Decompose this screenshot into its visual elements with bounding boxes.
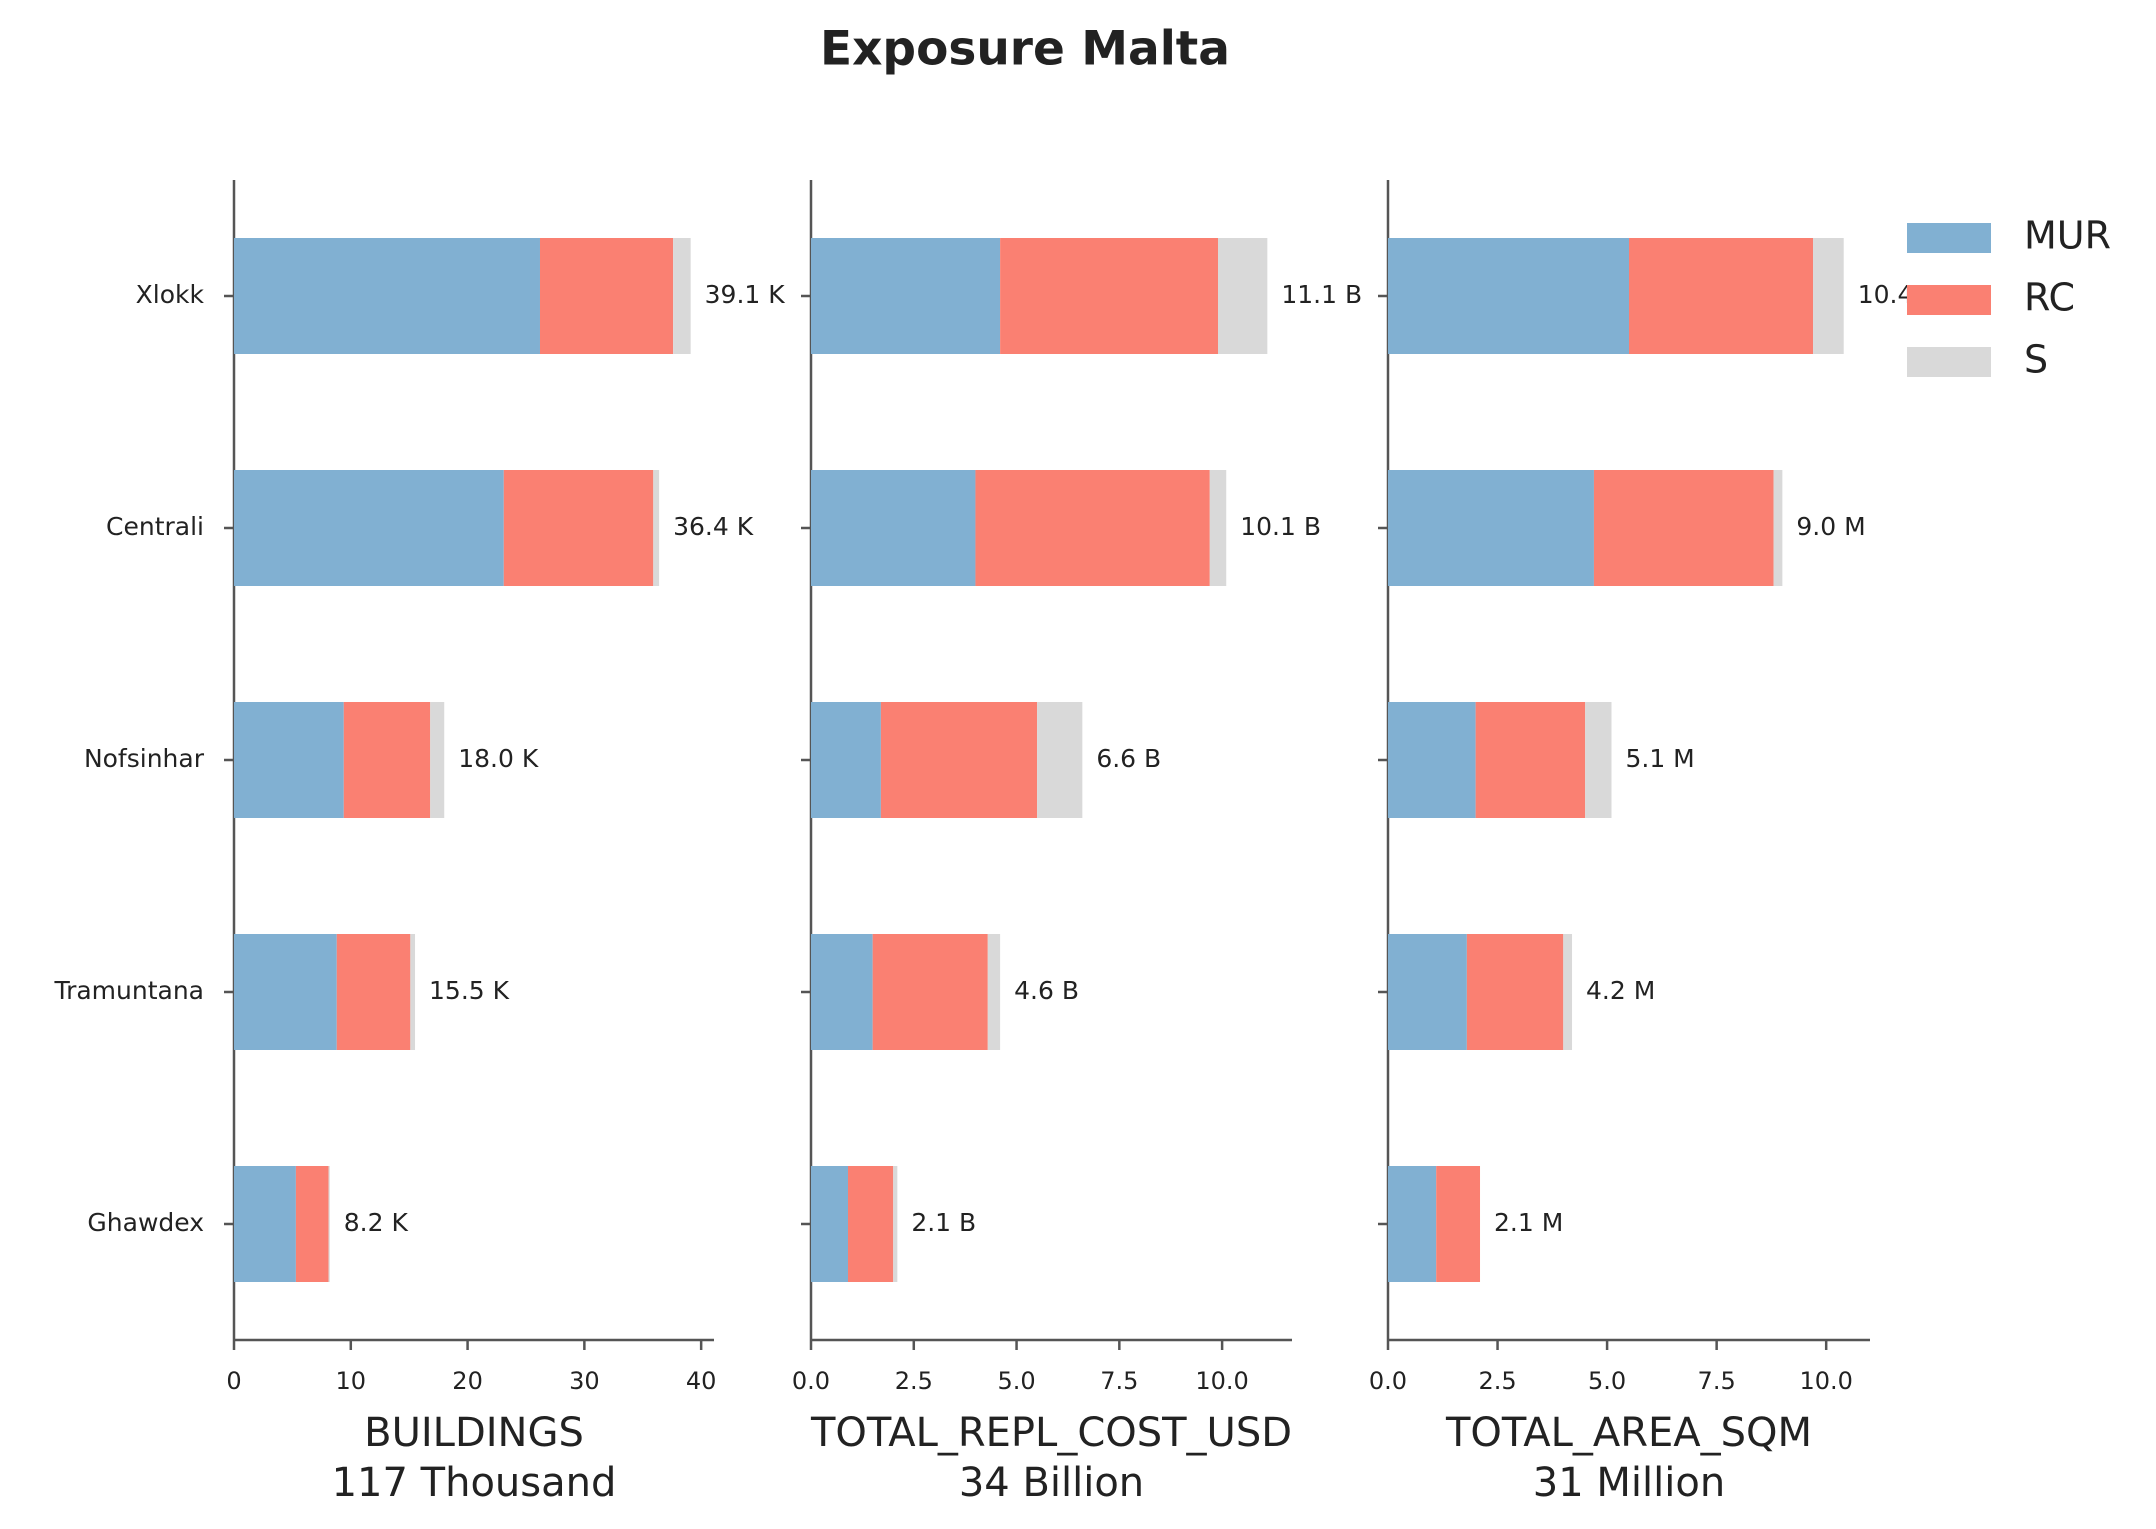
x-tick-label: 5.0 — [1588, 1367, 1626, 1395]
bar-segment — [1436, 1166, 1481, 1282]
bar-segment — [1388, 470, 1594, 586]
y-tick-label: Nofsinhar — [84, 744, 205, 773]
x-tick-label: 2.5 — [895, 1367, 933, 1395]
legend-swatch — [1907, 285, 1991, 315]
bar-segment — [1629, 238, 1814, 354]
y-tick-label: Centrali — [106, 512, 204, 541]
bar-segment — [1773, 470, 1783, 586]
x-tick-label: 7.5 — [1698, 1367, 1736, 1395]
bar-segment — [234, 1166, 296, 1282]
x-tick-label: 30 — [569, 1367, 600, 1395]
total-label: 4.6 B — [1014, 976, 1079, 1005]
bar-segment — [234, 238, 540, 354]
x-tick-label: 40 — [686, 1367, 717, 1395]
bar-segment — [1466, 934, 1564, 1050]
x-axis-label: 31 Million — [1533, 1460, 1725, 1506]
bar-segment — [811, 702, 881, 818]
bar-segment — [1475, 702, 1586, 818]
total-label: 4.2 M — [1586, 976, 1655, 1005]
bar-segment — [1388, 238, 1629, 354]
bar-segment — [295, 1166, 329, 1282]
x-axis-label: 34 Billion — [959, 1460, 1144, 1506]
total-label: 36.4 K — [673, 512, 754, 541]
bar-segment — [848, 1166, 894, 1282]
bar-segment — [343, 702, 431, 818]
bar-segment — [1218, 238, 1268, 354]
bar-segment — [811, 934, 873, 1050]
bar-segment — [234, 702, 344, 818]
x-tick-label: 10.0 — [1195, 1367, 1248, 1395]
bar-segment — [539, 238, 674, 354]
bar-segment — [811, 238, 1001, 354]
bar-segment — [1593, 470, 1774, 586]
bar-segment — [1563, 934, 1573, 1050]
legend-swatch — [1907, 223, 1991, 253]
bar-segment — [234, 470, 504, 586]
bar-segment — [1000, 238, 1218, 354]
legend-label: MUR — [2024, 214, 2111, 258]
bar-segment — [872, 934, 988, 1050]
total-label: 10.1 B — [1240, 512, 1321, 541]
x-tick-label: 20 — [452, 1367, 483, 1395]
x-axis-label: BUILDINGS — [364, 1410, 584, 1456]
legend-label: RC — [2024, 276, 2075, 320]
bar-segment — [1388, 702, 1476, 818]
x-tick-label: 10 — [336, 1367, 367, 1395]
bar-segment — [653, 470, 660, 586]
bar-segment — [673, 238, 691, 354]
bar-segment — [811, 470, 976, 586]
bar-segment — [1585, 702, 1612, 818]
bar-segment — [987, 934, 1001, 1050]
total-label: 2.1 B — [911, 1208, 976, 1237]
bar-segment — [328, 1166, 330, 1282]
bar-segment — [234, 934, 337, 1050]
legend-label: S — [2024, 338, 2048, 382]
bar-segment — [811, 1166, 848, 1282]
x-axis-label: 117 Thousand — [332, 1460, 617, 1506]
total-label: 5.1 M — [1625, 744, 1694, 773]
y-tick-label: Xlokk — [136, 280, 205, 309]
bar-segment — [503, 470, 654, 586]
total-label: 15.5 K — [429, 976, 510, 1005]
x-tick-label: 0 — [226, 1367, 241, 1395]
bar-segment — [1209, 470, 1227, 586]
x-tick-label: 2.5 — [1478, 1367, 1516, 1395]
total-label: 9.0 M — [1796, 512, 1865, 541]
bar-segment — [1037, 702, 1083, 818]
x-axis-label: TOTAL_AREA_SQM — [1445, 1410, 1812, 1456]
total-label: 39.1 K — [705, 280, 786, 309]
bar-segment — [336, 934, 411, 1050]
bar-segment — [1813, 238, 1844, 354]
bar-segment — [975, 470, 1210, 586]
x-tick-label: 5.0 — [997, 1367, 1035, 1395]
x-tick-label: 0.0 — [1369, 1367, 1407, 1395]
x-tick-label: 10.0 — [1799, 1367, 1852, 1395]
bar-segment — [410, 934, 416, 1050]
total-label: 6.6 B — [1096, 744, 1161, 773]
legend-swatch — [1907, 347, 1991, 377]
total-label: 2.1 M — [1494, 1208, 1563, 1237]
bar-segment — [893, 1166, 898, 1282]
bar-segment — [880, 702, 1038, 818]
y-tick-label: Tramuntana — [53, 976, 204, 1005]
x-tick-label: 0.0 — [792, 1367, 830, 1395]
bar-segment — [430, 702, 445, 818]
y-tick-label: Ghawdex — [87, 1208, 204, 1237]
bar-segment — [1388, 934, 1467, 1050]
total-label: 11.1 B — [1281, 280, 1362, 309]
x-tick-label: 7.5 — [1100, 1367, 1138, 1395]
x-axis-label: TOTAL_REPL_COST_USD — [810, 1410, 1292, 1456]
figure-title: Exposure Malta — [820, 22, 1230, 77]
total-label: 8.2 K — [344, 1208, 409, 1237]
total-label: 18.0 K — [458, 744, 539, 773]
bar-segment — [1388, 1166, 1437, 1282]
